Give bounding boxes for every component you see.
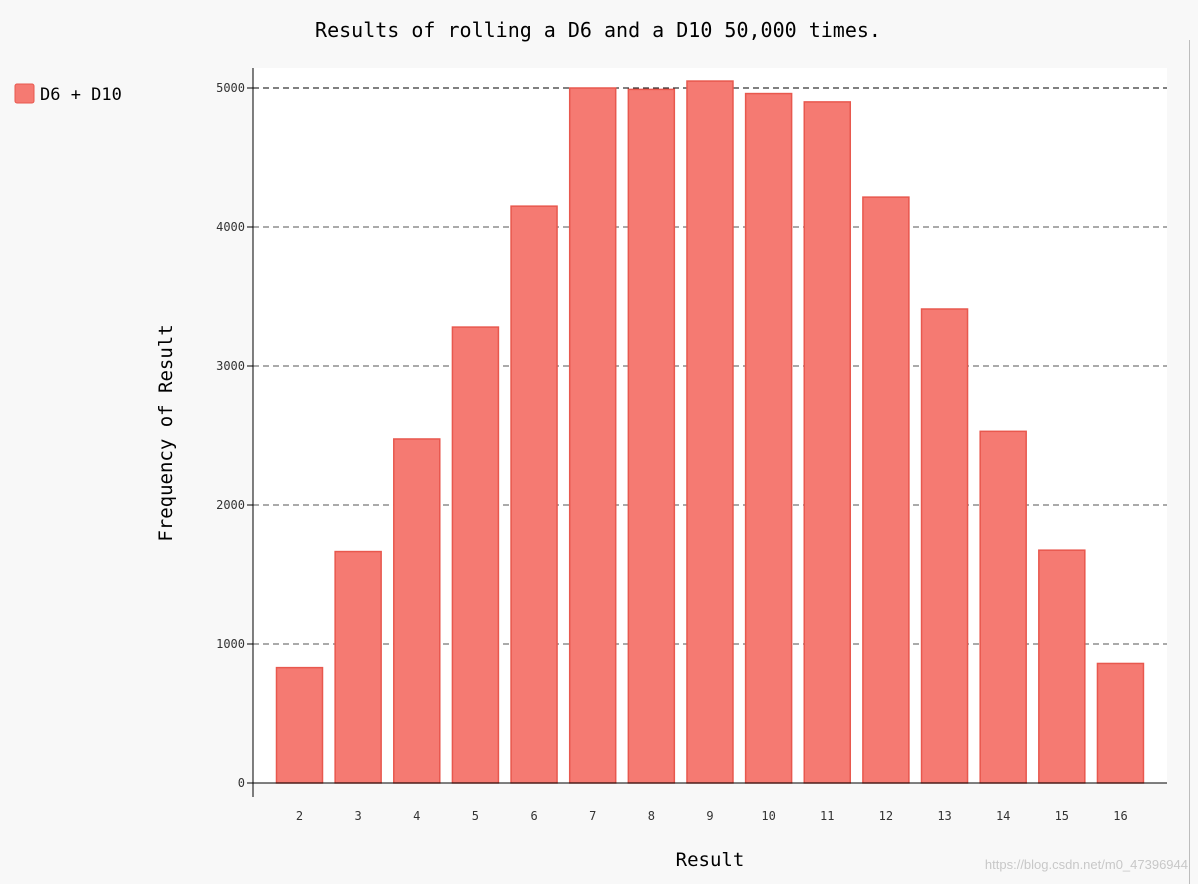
chart-title: Results of rolling a D6 and a D10 50,000… (315, 18, 881, 42)
y-tick-label: 1000 (216, 637, 245, 651)
bar-16 (1096, 662, 1145, 784)
y-tick-label: 3000 (216, 359, 245, 373)
x-tick-label: 3 (355, 809, 362, 823)
bar-5 (451, 326, 500, 784)
x-tick-label: 13 (937, 809, 951, 823)
x-tick-label: 7 (589, 809, 596, 823)
x-axis-title: Result (676, 849, 745, 871)
y-tick-label: 2000 (216, 498, 245, 512)
y-tick-label: 5000 (216, 81, 245, 95)
bar-8 (627, 88, 676, 784)
bar-13 (920, 308, 969, 784)
bar-12 (862, 196, 910, 784)
bar-15 (1038, 549, 1086, 784)
x-tick-label: 5 (472, 809, 479, 823)
window-edge (1189, 40, 1190, 884)
legend: D6 + D10 (14, 83, 122, 105)
bar-9 (686, 80, 734, 784)
bar-7 (568, 87, 617, 784)
legend-label: D6 + D10 (40, 85, 122, 105)
bar-2 (275, 666, 324, 784)
x-tick-labels: 2 3 4 5 6 7 8 9 10 11 12 13 14 15 16 (296, 809, 1128, 823)
bar-6 (510, 205, 558, 784)
x-tick-label: 6 (530, 809, 537, 823)
x-tick-label: 12 (879, 809, 893, 823)
x-tick-label: 10 (761, 809, 775, 823)
bar-4 (393, 438, 441, 784)
x-tick-label: 8 (648, 809, 655, 823)
bar-10 (744, 92, 793, 784)
y-axis-title: Frequency of Result (155, 324, 177, 541)
bar-11 (803, 101, 852, 784)
y-tick-label: 0 (238, 776, 245, 790)
bars (275, 80, 1145, 784)
x-tick-label: 4 (413, 809, 420, 823)
bar-3 (334, 550, 382, 784)
x-tick-label: 2 (296, 809, 303, 823)
x-tick-label: 14 (996, 809, 1010, 823)
x-tick-label: 16 (1113, 809, 1127, 823)
y-tick-label: 4000 (216, 220, 245, 234)
legend-swatch (14, 83, 35, 104)
x-tick-label: 15 (1055, 809, 1069, 823)
x-tick-label: 11 (820, 809, 834, 823)
watermark: https://blog.csdn.net/m0_47396944 (984, 857, 1188, 872)
y-tick-labels: 0 1000 2000 3000 4000 5000 (216, 81, 253, 790)
x-tick-label: 9 (706, 809, 713, 823)
bar-14 (979, 430, 1027, 784)
